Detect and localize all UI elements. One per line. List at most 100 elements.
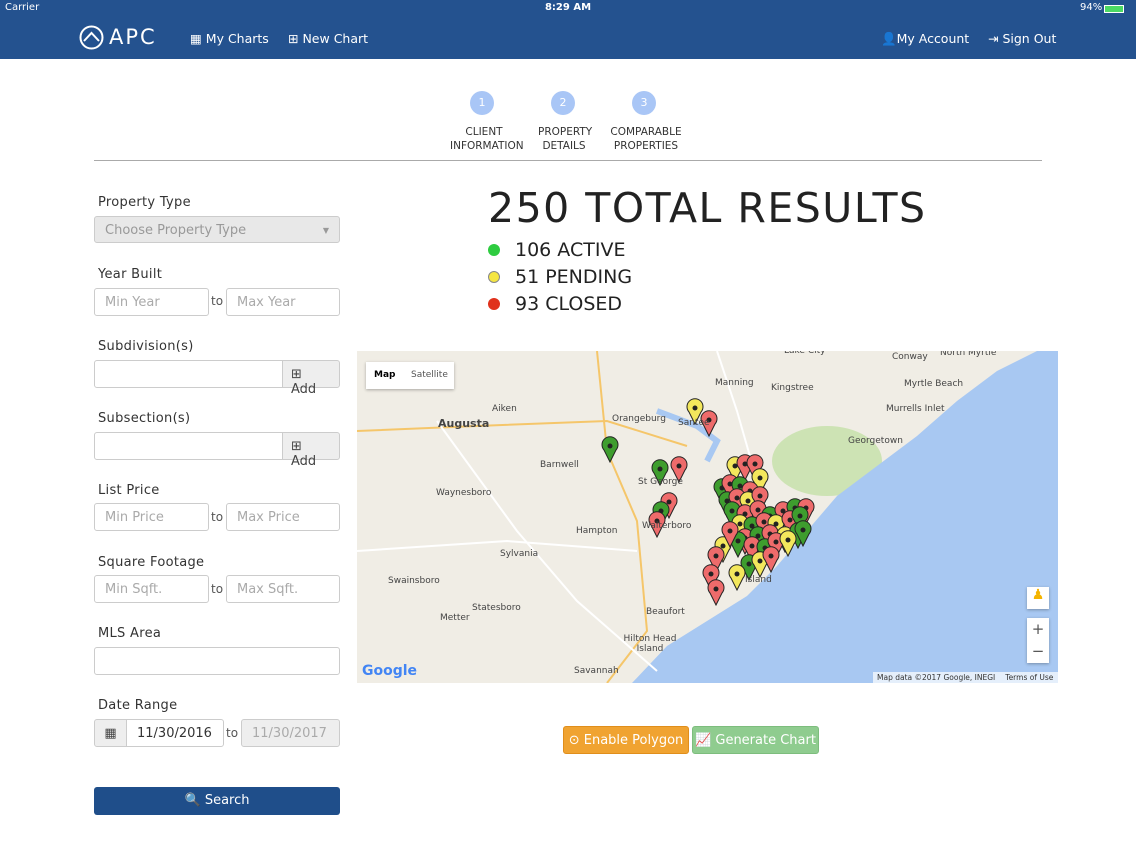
place-label: Santee	[678, 418, 710, 428]
map-pin[interactable]	[707, 546, 725, 574]
map-pin-dot	[734, 571, 740, 577]
nav-link[interactable]: 👤My Account	[881, 31, 970, 46]
input[interactable]	[94, 647, 340, 675]
field-label: Date Range	[98, 698, 178, 713]
map-pin-dot	[787, 517, 793, 523]
step-number[interactable]: 1	[470, 91, 494, 115]
map-pin[interactable]	[746, 454, 764, 482]
brand[interactable]: APC	[109, 25, 157, 49]
place-label: Myrtle Beach	[904, 379, 964, 389]
map-pin-dot	[755, 533, 761, 539]
map-pin[interactable]	[721, 521, 739, 549]
map-pin-dot	[666, 499, 672, 505]
step-number[interactable]: 2	[551, 91, 575, 115]
map-pin[interactable]	[670, 456, 688, 484]
button-text: Generate Chart	[715, 733, 816, 748]
map-pin-dot	[745, 498, 751, 504]
road	[357, 419, 688, 447]
terms[interactable]: Terms of Use	[1005, 673, 1054, 682]
step-label: PROPERTY DETAILS	[538, 126, 593, 152]
add-button[interactable]: ⊞ Add	[282, 432, 340, 469]
input[interactable]: Min Price	[94, 503, 209, 531]
map-pin-dot	[737, 483, 743, 489]
place-label: Conway	[892, 352, 928, 362]
to-label: to	[211, 294, 224, 308]
divider	[94, 160, 1042, 161]
map-pin[interactable]	[762, 546, 780, 574]
map-pin[interactable]	[651, 459, 669, 487]
nav-link[interactable]: ⊞ New Chart	[288, 31, 369, 46]
step-label: COMPARABLE PROPERTIES	[610, 126, 682, 152]
input[interactable]	[94, 432, 283, 460]
header: Carrier 8:29 AM 94% APC ▦ My Charts ⊞ Ne…	[0, 0, 1136, 59]
enable-polygon-button[interactable]: ⊙ Enable Polygon	[563, 726, 689, 754]
road	[357, 539, 638, 552]
generate-chart-button[interactable]: 📈 Generate Chart	[692, 726, 819, 754]
select[interactable]: Choose Property Type ▼	[94, 216, 340, 243]
map-pin-dot	[749, 523, 755, 529]
lake	[655, 408, 721, 463]
map-pin[interactable]	[794, 520, 812, 548]
field-label: Property Type	[98, 195, 191, 210]
nav-link[interactable]: ⇥ Sign Out	[988, 31, 1057, 46]
map[interactable]: Map Satellite Google Map data ©2017 Goog…	[357, 351, 1058, 683]
search-button[interactable]: 🔍 Search	[94, 787, 340, 815]
input[interactable]: Max Year	[226, 288, 340, 316]
zoom-out[interactable]: −	[1031, 642, 1045, 660]
map-pin[interactable]	[648, 511, 666, 539]
map-pin-dot	[746, 561, 752, 567]
place-label: Lake City	[784, 351, 826, 356]
pegman[interactable]: ♟	[1027, 587, 1049, 609]
zoom-in[interactable]: +	[1031, 620, 1045, 638]
map-pin[interactable]	[601, 436, 619, 464]
map-pin-dot	[737, 521, 743, 527]
button-text: Enable Polygon	[583, 733, 684, 748]
map-pin-dot	[757, 475, 763, 481]
nav-link[interactable]: ▦ My Charts	[190, 31, 269, 46]
place-label: Beaufort	[646, 607, 685, 617]
add-button[interactable]: ⊞ Add	[282, 360, 340, 397]
place-label: Savannah	[574, 666, 619, 676]
map-pin-dot	[757, 493, 763, 499]
input[interactable]: Min Year	[94, 288, 209, 316]
input[interactable]	[94, 360, 283, 388]
place-label: Hilton Head Island	[623, 634, 677, 654]
input[interactable]: 11/30/2016	[126, 719, 224, 747]
map-pin[interactable]	[700, 410, 718, 438]
place-label: Aiken	[492, 404, 517, 414]
place-label: Orangeburg	[612, 414, 666, 424]
map-pin-dot	[692, 405, 698, 411]
step-number[interactable]: 3	[632, 91, 656, 115]
ocean	[632, 351, 1058, 683]
map-pin-dot	[761, 519, 767, 525]
input[interactable]: Min Sqft.	[94, 575, 209, 603]
map-pin-dot	[713, 586, 719, 592]
road	[596, 351, 649, 683]
map-pin[interactable]	[707, 579, 725, 607]
google-logo: Google	[362, 663, 418, 679]
map-pin[interactable]	[686, 398, 704, 426]
map-pin[interactable]	[751, 486, 769, 514]
place-label: Georgetown	[848, 436, 903, 446]
map-pin[interactable]	[702, 564, 720, 592]
legend-dot	[488, 244, 500, 256]
forest	[772, 426, 882, 496]
map-tab[interactable]: Satellite	[411, 370, 448, 380]
map-type-control: Map Satellite	[366, 362, 454, 389]
map-pin[interactable]	[779, 530, 797, 558]
calendar-icon[interactable]: ▦	[94, 719, 127, 747]
input[interactable]: Max Price	[226, 503, 340, 531]
place-label: Statesboro	[472, 603, 521, 613]
place-label: Murrells Inlet	[886, 404, 945, 414]
input[interactable]: Max Sqft.	[226, 575, 340, 603]
map-pin[interactable]	[791, 506, 809, 534]
map-pin-dot	[734, 495, 740, 501]
place-label: Augusta	[438, 417, 490, 430]
map-pin[interactable]	[728, 564, 746, 592]
map-pin-dot	[720, 543, 726, 549]
legend-dot	[488, 298, 500, 310]
map-pin-dot	[654, 518, 660, 524]
map-pin-dot	[607, 443, 613, 449]
map-tab[interactable]: Map	[374, 370, 396, 380]
map-pin[interactable]	[751, 468, 769, 496]
